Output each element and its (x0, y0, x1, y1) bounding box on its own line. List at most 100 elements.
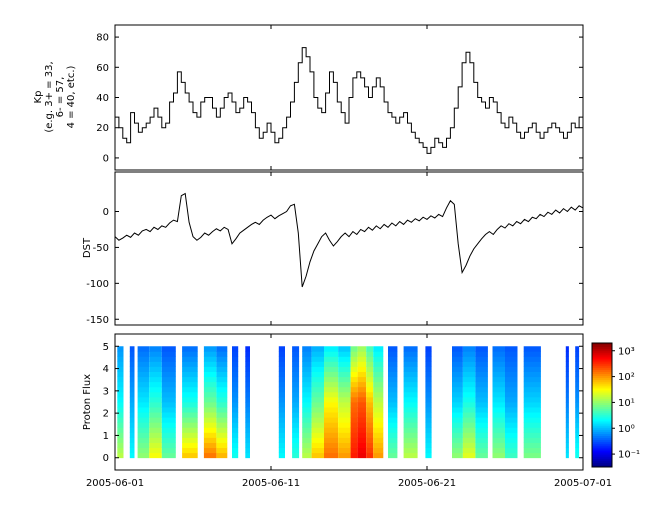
proton-flux-band-slice (350, 356, 358, 362)
proton-flux-band-slice (452, 432, 463, 438)
proton-flux-band-slice (129, 447, 135, 454)
proton-flux-band-slice (302, 402, 312, 408)
proton-flux-band-slice (388, 447, 398, 454)
proton-flux-band-slice (350, 391, 358, 398)
proton-flux-band-slice (350, 417, 358, 423)
proton-flux-band-slice (292, 361, 300, 367)
proton-flux-band-slice (575, 412, 580, 418)
proton-flux-band-slice (373, 391, 384, 398)
proton-flux-band-slice (324, 381, 338, 388)
proton-flux-band-slice (492, 366, 505, 372)
colorbar-slice (592, 427, 612, 431)
proton-flux-band-slice (425, 407, 432, 413)
proton-flux-band-slice (492, 442, 505, 449)
proton-flux-band-slice (149, 366, 162, 372)
proton-flux-band-slice (388, 442, 398, 449)
proton-flux-band-slice (203, 396, 217, 403)
proton-flux-band-slice (388, 386, 398, 393)
proton-flux-band-slice (182, 366, 198, 372)
proton-flux-band-slice (245, 452, 250, 459)
proton-flux-band-slice (565, 376, 569, 383)
y-tick-label-proton-flux: 1 (103, 431, 109, 442)
proton-flux-band-slice (462, 351, 476, 357)
proton-flux-band-slice (278, 452, 285, 459)
proton-flux-band-slice (462, 442, 476, 449)
proton-flux-band-slice (117, 417, 124, 423)
colorbar-slice (592, 413, 612, 416)
proton-flux-band-slice (403, 356, 418, 362)
proton-flux-band-slice (311, 366, 325, 372)
proton-flux-band-slice (117, 376, 124, 383)
proton-flux-band-slice (575, 381, 580, 388)
proton-flux-band-slice (137, 402, 150, 408)
proton-flux-band-slice (357, 361, 367, 367)
proton-flux-band-slice (203, 422, 217, 428)
proton-flux-band-slice (373, 356, 384, 362)
proton-flux-band-slice (278, 417, 285, 423)
proton-flux-band-slice (232, 386, 239, 393)
proton-flux-band-slice (403, 361, 418, 367)
proton-flux-band-slice (462, 371, 476, 378)
proton-flux-band-slice (357, 427, 367, 433)
proton-flux-band-slice (350, 407, 358, 413)
proton-flux-band-slice (245, 442, 250, 449)
proton-flux-band-slice (452, 381, 463, 388)
proton-flux-band-slice (216, 427, 228, 433)
proton-flux-band-slice (366, 402, 374, 408)
proton-flux-band-slice (161, 356, 176, 362)
colorbar-slice (592, 417, 612, 420)
proton-flux-band-slice (311, 437, 325, 443)
proton-flux-band-slice (403, 412, 418, 418)
proton-flux-band-slice (292, 452, 300, 459)
proton-flux-band-slice (492, 437, 505, 443)
proton-flux-band-slice (161, 371, 176, 378)
proton-flux-band-slice (302, 422, 312, 428)
proton-flux-band-slice (373, 402, 384, 408)
proton-flux-band-slice (523, 452, 541, 459)
proton-flux-band-slice (475, 351, 488, 357)
proton-flux-band-slice (324, 386, 338, 393)
proton-flux-band-slice (373, 381, 384, 388)
proton-flux-band-slice (129, 396, 135, 403)
colorbar-slice (592, 438, 612, 441)
proton-flux-band-slice (129, 366, 135, 372)
proton-flux-band-slice (452, 361, 463, 367)
proton-flux-band-slice (292, 376, 300, 383)
proton-flux-band-slice (338, 391, 351, 398)
proton-flux-band-slice (565, 386, 569, 393)
proton-flux-band-slice (129, 422, 135, 428)
proton-flux-band-slice (357, 412, 367, 418)
colorbar-slice (592, 367, 612, 371)
proton-flux-band-slice (366, 442, 374, 449)
y-tick-label-kp: 60 (96, 63, 109, 74)
proton-flux-band-slice (232, 351, 239, 357)
colorbar-slice (592, 458, 612, 462)
proton-flux-band-slice (350, 376, 358, 383)
proton-flux-band-slice (357, 432, 367, 438)
proton-flux-band-slice (182, 371, 198, 378)
proton-flux-band-slice (311, 412, 325, 418)
colorbar-slice (592, 384, 612, 387)
colorbar-slice (592, 446, 612, 449)
proton-flux-band-slice (338, 402, 351, 408)
proton-flux-band-slice (505, 442, 518, 449)
proton-flux-band-slice (452, 386, 463, 393)
proton-flux-band-slice (203, 432, 217, 438)
proton-flux-band-slice (203, 412, 217, 418)
proton-flux-band-slice (523, 402, 541, 408)
proton-flux-band-slice (278, 351, 285, 357)
proton-flux-band-slice (278, 396, 285, 403)
proton-flux-band-slice (366, 407, 374, 413)
proton-flux-band-slice (245, 412, 250, 418)
proton-flux-band-slice (324, 346, 338, 352)
proton-flux-band-slice (232, 361, 239, 367)
proton-flux-band-slice (338, 396, 351, 403)
proton-flux-band-slice (505, 376, 518, 383)
proton-flux-band-slice (302, 417, 312, 423)
proton-flux-band-slice (462, 447, 476, 454)
proton-flux-band-slice (302, 412, 312, 418)
proton-flux-band-slice (161, 412, 176, 418)
proton-flux-band-slice (492, 452, 505, 459)
proton-flux-band-slice (302, 366, 312, 372)
proton-flux-band-slice (373, 427, 384, 433)
